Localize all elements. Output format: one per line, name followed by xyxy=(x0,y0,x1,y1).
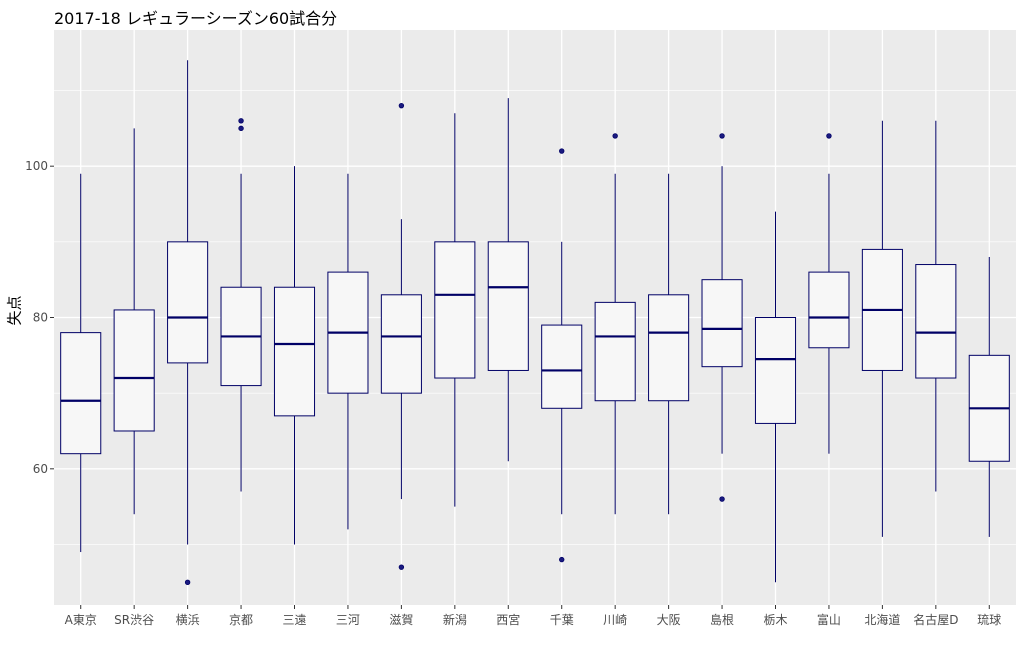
x-tick-label: A東京 xyxy=(65,613,97,627)
box-iqr xyxy=(594,301,636,402)
outlier-point xyxy=(398,564,405,570)
x-tick-label: 滋賀 xyxy=(389,613,413,627)
outlier-point xyxy=(398,102,405,109)
outlier-point xyxy=(238,118,244,124)
box-iqr xyxy=(487,241,529,371)
box-iqr xyxy=(701,279,743,368)
x-tick-label: 大阪 xyxy=(657,613,681,627)
outlier-point xyxy=(559,148,565,154)
y-tick-label: 100 xyxy=(25,159,48,173)
box-北海道 xyxy=(861,120,903,537)
box-iqr xyxy=(434,241,476,379)
x-tick-label: 三遠 xyxy=(282,613,306,627)
outlier-point xyxy=(719,496,725,502)
box-iqr xyxy=(273,286,316,417)
outlier-point xyxy=(612,133,618,139)
box-iqr xyxy=(915,264,957,379)
box-iqr xyxy=(808,271,850,349)
x-tick-label: 栃木 xyxy=(763,613,787,627)
x-tick-label: SR渋谷 xyxy=(114,613,154,627)
x-tick-label: 川崎 xyxy=(603,613,627,627)
x-tick-label: 京都 xyxy=(229,613,253,627)
x-tick-label: 富山 xyxy=(817,612,841,627)
box-SR渋谷 xyxy=(113,128,155,515)
box-iqr xyxy=(754,317,797,424)
y-tick-label: 60 xyxy=(33,462,48,476)
x-tick-label: 三河 xyxy=(336,613,360,627)
x-tick-label: 名古屋D xyxy=(913,612,958,627)
box-西宮 xyxy=(487,98,529,462)
box-iqr xyxy=(380,294,422,394)
x-axis: A東京 SR渋谷 横浜 京都 三遠 三河 滋賀 新潟 西宮 千葉 川崎 大阪 島根 栃木 富山 北海道 名古屋D… xyxy=(65,605,1001,627)
outlier-point xyxy=(719,133,725,139)
box-川崎 xyxy=(594,133,636,515)
y-axis: 60 80 100 xyxy=(25,159,54,476)
box-三遠 xyxy=(273,166,316,545)
box-滋賀 xyxy=(380,102,422,570)
box-A東京 xyxy=(60,173,102,553)
box-iqr xyxy=(648,294,690,402)
box-三河 xyxy=(327,173,369,530)
box-iqr xyxy=(167,241,209,364)
box-京都 xyxy=(220,118,262,492)
box-iqr xyxy=(113,309,155,432)
x-tick-label: 北海道 xyxy=(864,612,900,627)
x-tick-label: 西宮 xyxy=(496,612,520,627)
box-名古屋D xyxy=(915,120,957,492)
box-千葉 xyxy=(541,148,583,563)
x-tick-label: 新潟 xyxy=(443,612,467,627)
box-iqr xyxy=(541,324,583,409)
box-iqr xyxy=(60,332,102,455)
x-tick-label: 横浜 xyxy=(176,613,200,627)
y-tick-label: 80 xyxy=(33,311,48,325)
box-横浜 xyxy=(167,60,209,586)
x-tick-label: 千葉 xyxy=(550,613,574,627)
outlier-point xyxy=(184,579,191,586)
box-大阪 xyxy=(648,173,690,515)
x-tick-label: 琉球 xyxy=(977,613,1001,627)
box-富山 xyxy=(808,133,850,454)
x-tick-label: 島根 xyxy=(710,612,734,627)
outlier-point xyxy=(238,125,244,132)
box-琉球 xyxy=(968,256,1010,537)
box-新潟 xyxy=(434,113,476,507)
chart-title: 2017-18 レギュラーシーズン60試合分 xyxy=(54,9,338,28)
box-series xyxy=(60,60,1010,586)
outlier-point xyxy=(559,556,565,563)
box-島根 xyxy=(701,133,743,502)
box-栃木 xyxy=(754,211,797,583)
outlier-point xyxy=(826,133,832,139)
